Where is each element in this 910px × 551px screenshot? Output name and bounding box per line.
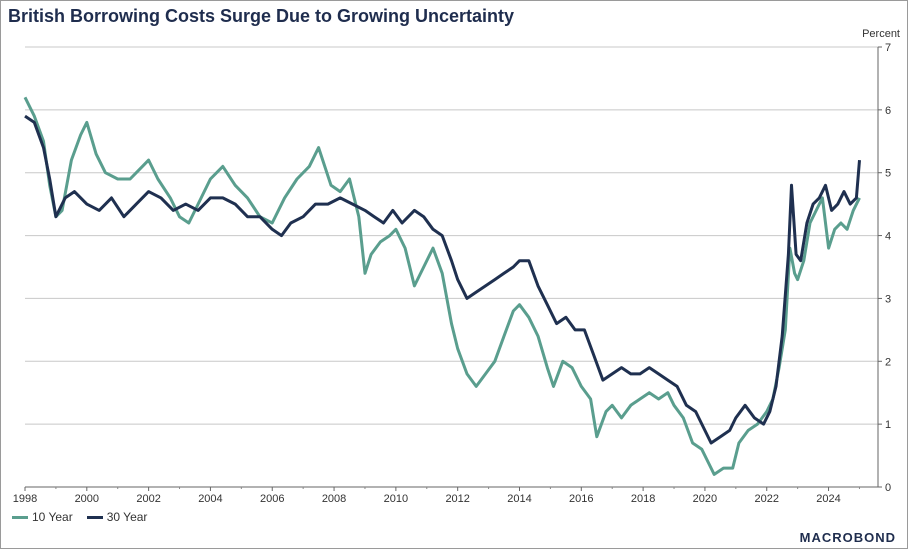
y-tick-label: 2 (885, 356, 891, 368)
y-axis-unit-label: Percent (862, 28, 900, 40)
x-tick-label: 2024 (816, 493, 840, 505)
series-layer (23, 96, 861, 476)
series-line-10-year (23, 96, 861, 476)
y-tick-label: 1 (885, 419, 891, 431)
axes: 0 1 2 3 4 5 6 7 1998 2000 2002 2004 2006 2008 2010 2012… (13, 28, 900, 505)
x-tick-label: 2018 (631, 493, 655, 505)
y-tick-label: 5 (885, 168, 891, 180)
chart-title: British Borrowing Costs Surge Due to Gro… (8, 6, 515, 26)
y-tick-label: 6 (885, 105, 891, 117)
x-tick-label: 2000 (75, 493, 99, 505)
x-tick-label: 2008 (322, 493, 346, 505)
x-tick-label: 2002 (136, 493, 160, 505)
legend-label-10-year: 10 Year (32, 510, 73, 524)
x-tick-label: 2012 (445, 493, 469, 505)
x-tick-label: 2022 (754, 493, 778, 505)
y-tick-label: 4 (885, 231, 891, 243)
grid-lines (25, 46, 878, 488)
legend-label-30-year: 30 Year (106, 510, 148, 524)
series-line-30-year (24, 114, 861, 445)
x-tick-label: 2004 (198, 493, 222, 505)
x-tick-label: 2010 (384, 493, 408, 505)
legend: 10 Year 30 Year (12, 510, 147, 524)
brand-logo: MACROBOND (799, 530, 896, 545)
legend-swatch-30-year (86, 515, 103, 519)
x-tick-label: 2006 (260, 493, 284, 505)
legend-item-10-year[interactable]: 10 Year (12, 510, 73, 524)
x-tick-label: 2016 (569, 493, 593, 505)
x-tick-label: 2020 (693, 493, 717, 505)
y-tick-label: 7 (885, 42, 891, 54)
y-tick-label: 3 (885, 293, 891, 305)
x-tick-label: 1998 (13, 493, 37, 505)
legend-swatch-10-year (12, 515, 28, 519)
x-tick-label: 2014 (507, 493, 531, 505)
y-tick-label: 0 (885, 482, 891, 494)
legend-item-30-year[interactable]: 30 Year (86, 510, 148, 524)
